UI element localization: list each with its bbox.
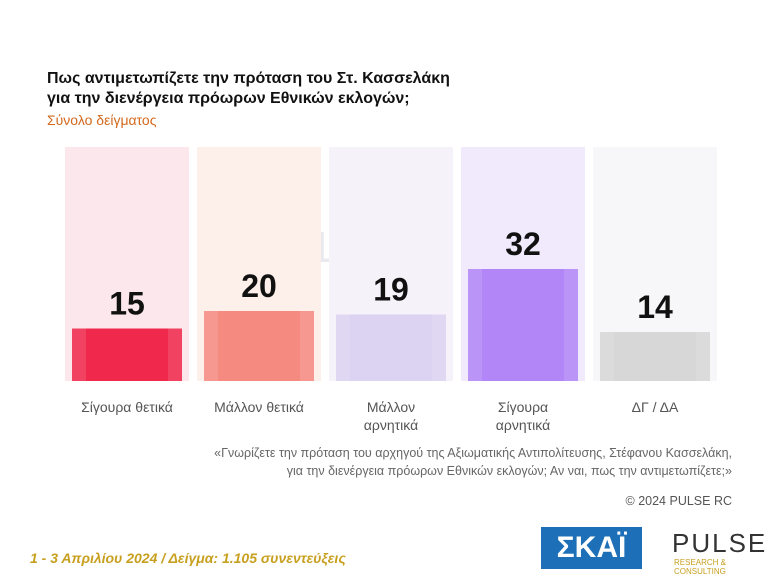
- value-label: 19: [373, 272, 409, 308]
- pulse-logo: PULSE: [672, 528, 768, 558]
- bar-shade: [168, 328, 182, 381]
- title-line: Πως αντιμετωπίζετε την πρόταση του Στ. Κ…: [47, 70, 450, 87]
- bar: [600, 332, 710, 381]
- bar-shade: [564, 269, 578, 381]
- note-line: για την διενέργεια πρόωρων Εθνικών εκλογ…: [286, 464, 732, 478]
- bar: [72, 328, 182, 381]
- bar-shade: [300, 311, 314, 381]
- category-label: Μάλλον αρνητικά: [363, 399, 419, 433]
- footer: 1 - 3 Απριλίου 2024 / Δείγμα: 1.105 συνε…: [30, 550, 346, 566]
- category-label: Μάλλον θετικά: [214, 399, 304, 415]
- copyright: © 2024 PULSE RC: [625, 494, 732, 508]
- subtitle: Σύνολο δείγματος: [47, 112, 157, 128]
- bar-shade: [600, 332, 614, 381]
- bar-shade: [696, 332, 710, 381]
- title-line: για την διενέργεια πρόωρων Εθνικών εκλογ…: [47, 90, 410, 107]
- pulse-logo-sub: RESEARCH & CONSULTING: [674, 558, 727, 576]
- bar-shade: [336, 314, 350, 381]
- category-label: Σίγουρα θετικά: [81, 399, 173, 415]
- bar-shade: [204, 311, 218, 381]
- value-label: 15: [109, 286, 145, 322]
- note-line: «Γνωρίζετε την πρόταση του αρχηγού της Α…: [214, 446, 732, 460]
- bar: [336, 314, 446, 381]
- bar: [204, 311, 314, 381]
- bar-shade: [72, 328, 86, 381]
- value-label: 32: [505, 226, 541, 262]
- skai-logo: ΣΚΑΪ: [541, 527, 642, 569]
- value-label: 20: [241, 268, 277, 304]
- bar: [468, 269, 578, 381]
- value-label: 14: [637, 289, 673, 325]
- bar-shade: [432, 314, 446, 381]
- category-label: Σίγουρα αρνητικά: [495, 399, 551, 433]
- bar-shade: [468, 269, 482, 381]
- category-label: ΔΓ / ΔΑ: [631, 399, 679, 415]
